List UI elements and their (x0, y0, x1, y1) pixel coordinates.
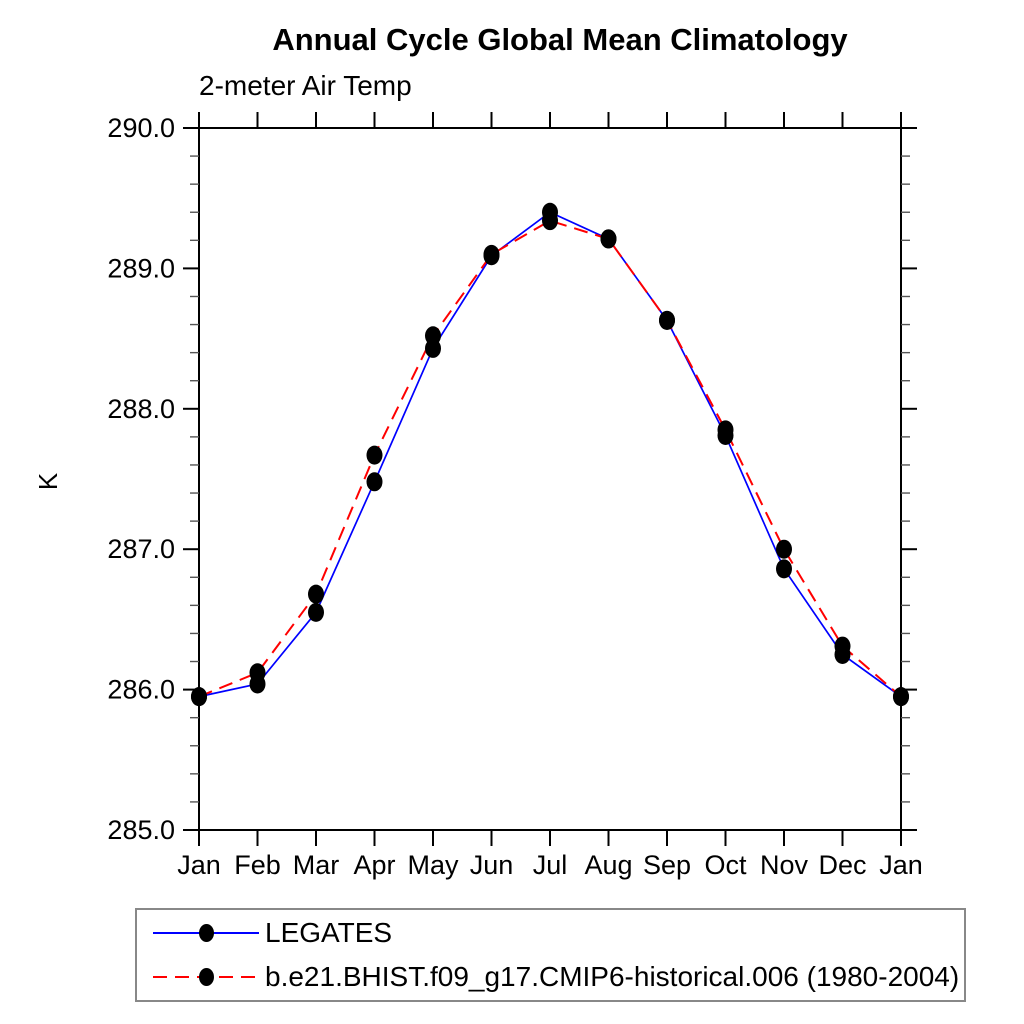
data-point-marker (600, 229, 617, 249)
y-tick-label: 290.0 (107, 113, 175, 143)
x-tick-label: Jul (533, 850, 568, 880)
legend-item-legates: LEGATES (153, 914, 964, 952)
chart-subtitle: 2-meter Air Temp (199, 70, 412, 101)
legend-marker-dot (199, 924, 214, 942)
axes (183, 112, 917, 846)
legend-label-legates: LEGATES (265, 917, 393, 948)
y-tick-label: 288.0 (107, 394, 175, 424)
axis-tick-labels: 285.0 286.0 287.0 288.0 289.0 290.0 Jan Feb Mar A… (107, 113, 922, 880)
x-tick-label: Sep (643, 850, 691, 880)
data-point-marker (483, 244, 500, 264)
y-tick-label: 289.0 (107, 253, 175, 283)
y-tick-label: 285.0 (107, 815, 175, 845)
x-tick-label: Apr (353, 850, 395, 880)
plot-frame (198, 127, 902, 831)
chart-title: Annual Cycle Global Mean Climatology (272, 22, 848, 57)
series-lines (191, 202, 909, 707)
y-tick-label: 286.0 (107, 675, 175, 705)
data-point-marker (893, 687, 909, 707)
x-tick-label: Nov (760, 850, 809, 880)
legend-line-sample-solid (153, 923, 259, 943)
data-point-marker (191, 687, 207, 707)
y-tick-label: 287.0 (107, 534, 175, 564)
data-point-marker (308, 602, 324, 622)
data-point-marker (542, 211, 558, 231)
x-tick-label: Feb (234, 850, 281, 880)
data-point-marker (717, 420, 734, 440)
data-point-marker (425, 326, 441, 346)
series-line-model (198, 219, 902, 698)
legend-line-sample-dashed (153, 967, 259, 987)
data-point-marker (776, 559, 792, 579)
legend-item-model: b.e21.BHIST.f09_g17.CMIP6-historical.006… (153, 958, 964, 996)
data-point-marker (249, 663, 266, 683)
x-tick-label: Jan (177, 850, 221, 880)
data-point-marker (366, 472, 383, 492)
x-tick-label: May (407, 850, 459, 880)
data-point-marker (366, 445, 383, 465)
data-point-marker (659, 310, 675, 330)
x-tick-label: Jan (879, 850, 923, 880)
data-point-marker (308, 584, 324, 604)
x-tick-label: Dec (818, 850, 866, 880)
x-tick-label: Aug (584, 850, 632, 880)
legend: LEGATES b.e21.BHIST.f09_g17.CMIP6-histor… (135, 908, 966, 1002)
legend-label-model: b.e21.BHIST.f09_g17.CMIP6-historical.006… (265, 961, 960, 992)
x-tick-label: Mar (293, 850, 340, 880)
x-tick-label: Oct (704, 850, 747, 880)
data-point-marker (834, 636, 851, 656)
x-tick-label: Jun (470, 850, 514, 880)
data-point-marker (776, 539, 792, 559)
series-line-legates (198, 211, 902, 698)
legend-marker-dot (199, 968, 214, 986)
